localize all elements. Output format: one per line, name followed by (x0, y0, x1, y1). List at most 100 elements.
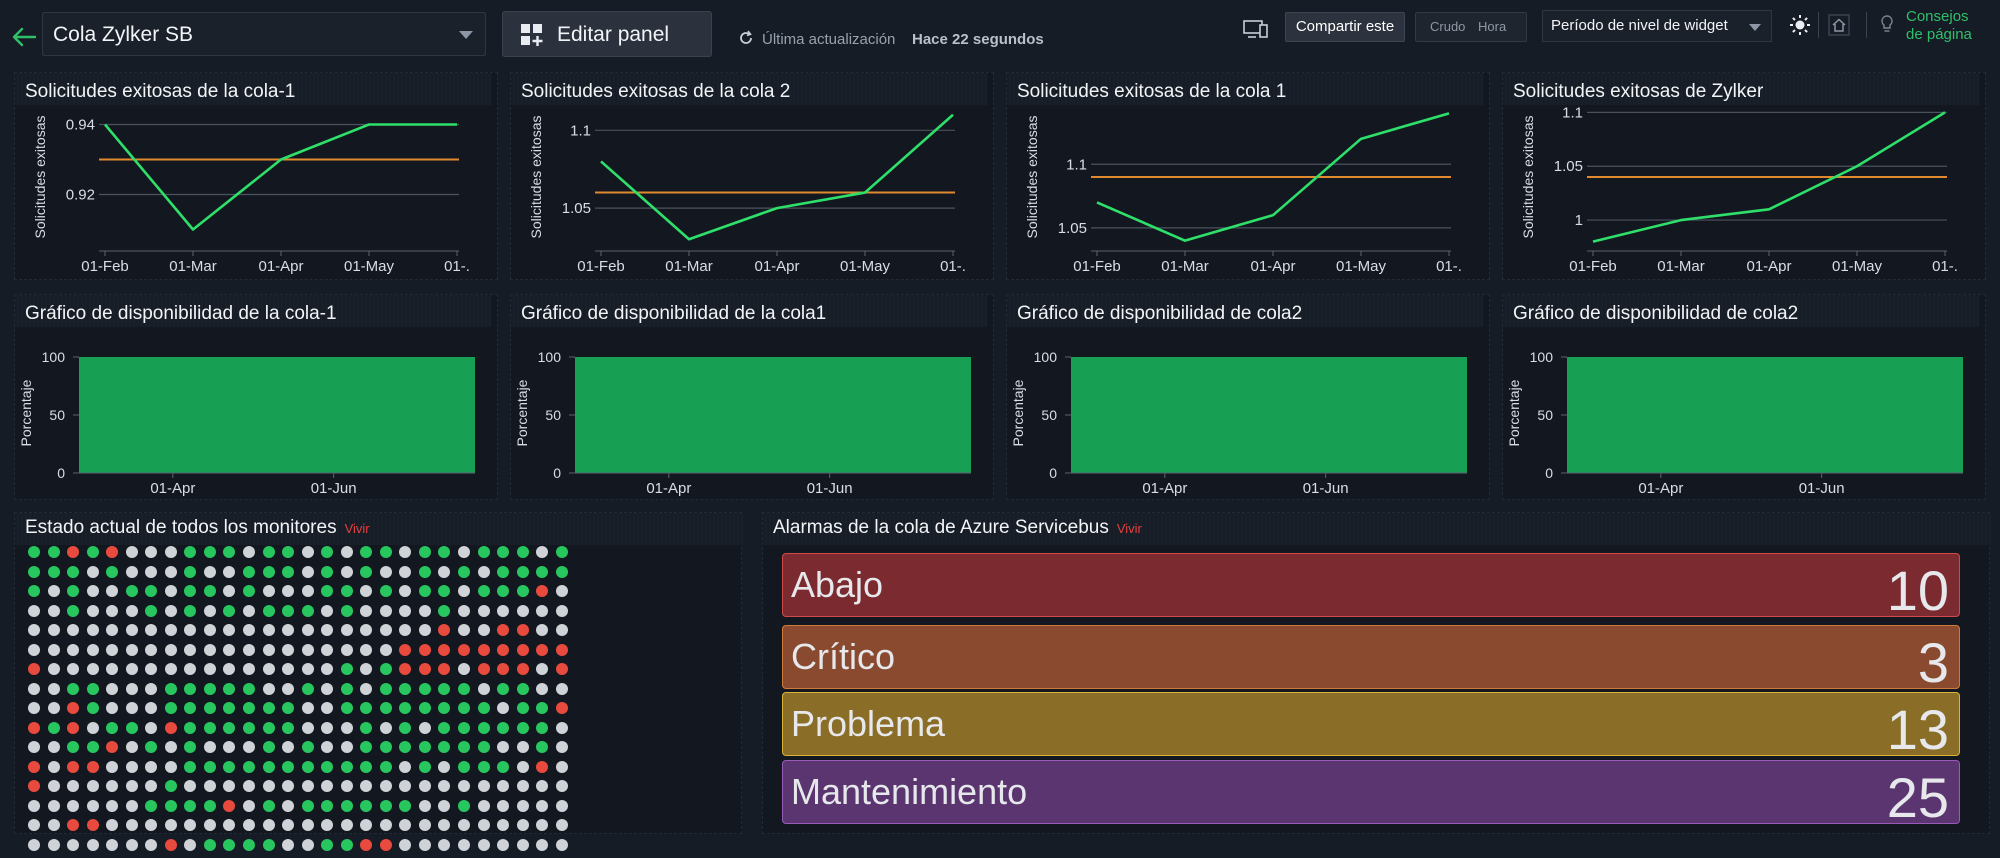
status-dot-unknown[interactable] (478, 800, 490, 812)
status-dot-up[interactable] (380, 683, 392, 695)
status-dot-unknown[interactable] (302, 585, 314, 597)
status-dot-unknown[interactable] (184, 644, 196, 656)
status-dot-unknown[interactable] (438, 819, 450, 831)
status-dot-unknown[interactable] (556, 839, 568, 851)
status-dot-up[interactable] (478, 702, 490, 714)
status-dot-up[interactable] (419, 683, 431, 695)
status-dot-down[interactable] (478, 663, 490, 675)
status-dot-unknown[interactable] (419, 839, 431, 851)
status-dot-unknown[interactable] (360, 819, 372, 831)
status-dot-unknown[interactable] (556, 683, 568, 695)
status-dot-unknown[interactable] (165, 605, 177, 617)
status-dot-up[interactable] (282, 605, 294, 617)
status-dot-unknown[interactable] (399, 839, 411, 851)
refresh-icon[interactable] (738, 30, 754, 46)
status-dot-unknown[interactable] (497, 839, 509, 851)
status-dot-unknown[interactable] (48, 819, 60, 831)
status-dot-up[interactable] (380, 702, 392, 714)
status-dot-unknown[interactable] (497, 819, 509, 831)
status-dot-unknown[interactable] (243, 780, 255, 792)
status-dot-up[interactable] (165, 780, 177, 792)
status-dot-down[interactable] (556, 644, 568, 656)
status-dot-unknown[interactable] (126, 800, 138, 812)
status-dot-unknown[interactable] (126, 644, 138, 656)
status-dot-up[interactable] (341, 761, 353, 773)
status-dot-unknown[interactable] (556, 819, 568, 831)
status-dot-up[interactable] (399, 683, 411, 695)
status-dot-up[interactable] (517, 585, 529, 597)
status-dot-unknown[interactable] (282, 644, 294, 656)
status-dot-down[interactable] (106, 741, 118, 753)
status-dot-unknown[interactable] (282, 839, 294, 851)
status-dot-up[interactable] (126, 585, 138, 597)
status-dot-unknown[interactable] (360, 624, 372, 636)
status-dot-unknown[interactable] (321, 702, 333, 714)
status-dot-up[interactable] (536, 702, 548, 714)
status-dot-unknown[interactable] (282, 800, 294, 812)
status-dot-up[interactable] (438, 585, 450, 597)
status-dot-unknown[interactable] (536, 546, 548, 558)
status-dot-unknown[interactable] (106, 605, 118, 617)
status-dot-unknown[interactable] (106, 702, 118, 714)
status-dot-up[interactable] (497, 683, 509, 695)
status-dot-unknown[interactable] (165, 566, 177, 578)
status-dot-unknown[interactable] (48, 839, 60, 851)
alarm-bar[interactable]: Mantenimiento 25 (782, 760, 1960, 824)
status-dot-unknown[interactable] (48, 644, 60, 656)
status-dot-up[interactable] (282, 546, 294, 558)
status-dot-unknown[interactable] (28, 741, 40, 753)
status-dot-unknown[interactable] (536, 663, 548, 675)
status-dot-unknown[interactable] (478, 683, 490, 695)
status-dot-up[interactable] (145, 585, 157, 597)
status-dot-up[interactable] (145, 800, 157, 812)
status-dot-unknown[interactable] (204, 741, 216, 753)
status-dot-up[interactable] (419, 761, 431, 773)
status-dot-up[interactable] (341, 702, 353, 714)
status-dot-unknown[interactable] (126, 546, 138, 558)
status-dot-up[interactable] (184, 741, 196, 753)
status-dot-unknown[interactable] (48, 605, 60, 617)
share-button[interactable]: Compartir este (1285, 12, 1405, 42)
status-dot-up[interactable] (223, 605, 235, 617)
status-dot-up[interactable] (204, 839, 216, 851)
status-dot-unknown[interactable] (321, 683, 333, 695)
status-dot-unknown[interactable] (165, 741, 177, 753)
status-dot-up[interactable] (458, 722, 470, 734)
status-dot-up[interactable] (321, 546, 333, 558)
status-dot-unknown[interactable] (360, 605, 372, 617)
status-dot-up[interactable] (438, 683, 450, 695)
status-dot-unknown[interactable] (223, 644, 235, 656)
status-dot-up[interactable] (380, 800, 392, 812)
status-dot-down[interactable] (67, 819, 79, 831)
status-dot-unknown[interactable] (458, 624, 470, 636)
status-dot-up[interactable] (263, 741, 275, 753)
status-dot-up[interactable] (184, 546, 196, 558)
status-dot-up[interactable] (399, 741, 411, 753)
device-icon[interactable] (1243, 18, 1269, 40)
status-dot-unknown[interactable] (28, 624, 40, 636)
status-dot-unknown[interactable] (145, 663, 157, 675)
status-dot-up[interactable] (223, 702, 235, 714)
status-dot-up[interactable] (341, 839, 353, 851)
status-dot-down[interactable] (165, 722, 177, 734)
status-dot-unknown[interactable] (419, 800, 431, 812)
status-dot-unknown[interactable] (263, 585, 275, 597)
status-dot-unknown[interactable] (438, 780, 450, 792)
status-dot-up[interactable] (67, 585, 79, 597)
status-dot-up[interactable] (243, 566, 255, 578)
status-dot-up[interactable] (263, 839, 275, 851)
status-dot-unknown[interactable] (223, 819, 235, 831)
status-dot-unknown[interactable] (399, 780, 411, 792)
status-dot-up[interactable] (497, 546, 509, 558)
status-dot-up[interactable] (419, 702, 431, 714)
status-dot-unknown[interactable] (302, 624, 314, 636)
status-dot-unknown[interactable] (536, 605, 548, 617)
period-select[interactable]: Período de nivel de widget (1542, 10, 1772, 42)
status-dot-unknown[interactable] (165, 761, 177, 773)
toggle-raw[interactable]: Crudo (1430, 19, 1465, 34)
status-dot-unknown[interactable] (204, 605, 216, 617)
status-dot-unknown[interactable] (419, 722, 431, 734)
status-dot-unknown[interactable] (28, 605, 40, 617)
status-dot-unknown[interactable] (321, 605, 333, 617)
status-dot-unknown[interactable] (438, 566, 450, 578)
